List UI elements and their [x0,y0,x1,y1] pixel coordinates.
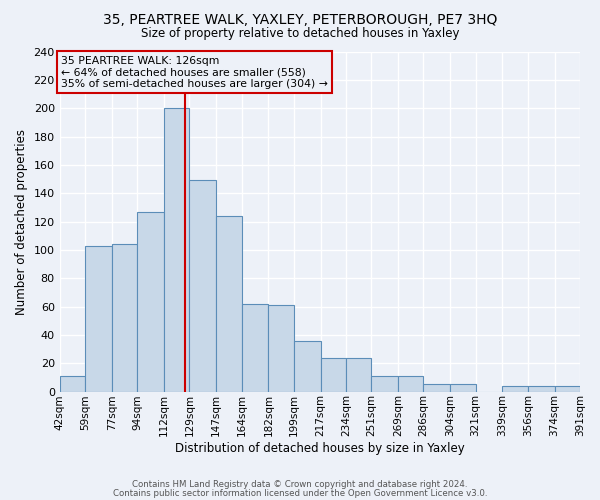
Bar [112,244,137,392]
Bar [164,108,190,392]
Bar [346,358,371,392]
Bar [371,376,398,392]
Bar [59,376,85,392]
Text: 35, PEARTREE WALK, YAXLEY, PETERBOROUGH, PE7 3HQ: 35, PEARTREE WALK, YAXLEY, PETERBOROUGH,… [103,12,497,26]
Text: Size of property relative to detached houses in Yaxley: Size of property relative to detached ho… [141,28,459,40]
Bar [450,384,476,392]
Bar [216,216,242,392]
Text: Contains HM Land Registry data © Crown copyright and database right 2024.: Contains HM Land Registry data © Crown c… [132,480,468,489]
Text: Contains public sector information licensed under the Open Government Licence v3: Contains public sector information licen… [113,488,487,498]
Bar [137,212,164,392]
Bar [268,305,294,392]
X-axis label: Distribution of detached houses by size in Yaxley: Distribution of detached houses by size … [175,442,465,455]
Bar [294,340,320,392]
Bar [424,384,450,392]
Bar [320,358,346,392]
Text: 35 PEARTREE WALK: 126sqm
← 64% of detached houses are smaller (558)
35% of semi-: 35 PEARTREE WALK: 126sqm ← 64% of detach… [61,56,328,89]
Bar [554,386,580,392]
Y-axis label: Number of detached properties: Number of detached properties [15,128,28,314]
Bar [242,304,268,392]
Bar [502,386,528,392]
Bar [190,180,216,392]
Bar [528,386,554,392]
Bar [85,246,112,392]
Bar [398,376,424,392]
